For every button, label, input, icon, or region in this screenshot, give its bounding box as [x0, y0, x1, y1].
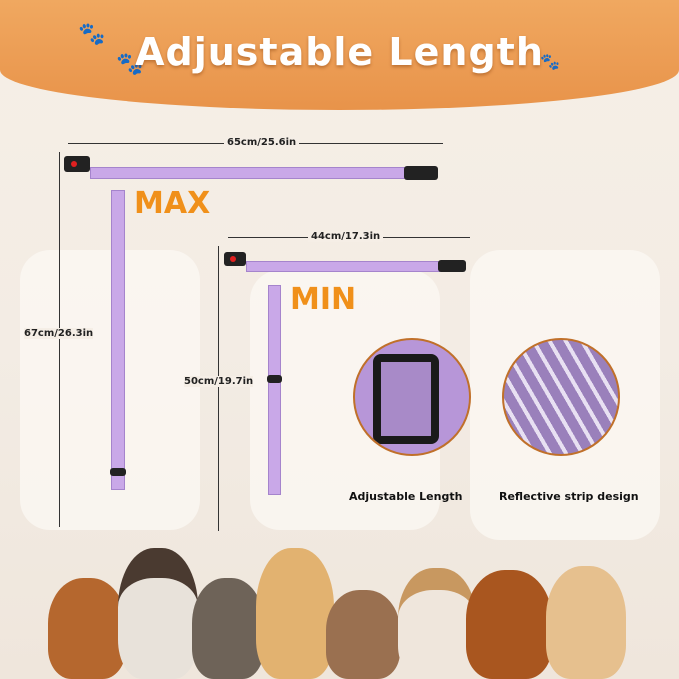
min-height-line: [218, 246, 219, 531]
max-label: MAX: [134, 186, 211, 221]
max-horizontal-strap: [90, 167, 410, 179]
dog-spitz: [546, 566, 626, 679]
dog-merle: [192, 578, 264, 679]
feature-caption: Adjustable Length: [349, 490, 463, 503]
buckle-closeup: [373, 354, 439, 444]
paw-icon: 🐾: [116, 52, 144, 77]
paw-icon: 🐾: [540, 52, 560, 71]
title-banner: [0, 0, 679, 110]
release-button: [71, 161, 77, 167]
feature-caption: Reflective strip design: [499, 490, 639, 503]
min-horizontal-strap: [246, 261, 442, 272]
max-vertical-strap: [111, 190, 125, 490]
dog-bulldog: [398, 568, 476, 679]
car-seat-left: [20, 250, 200, 530]
dog-puppy: [48, 578, 126, 679]
min-height-label: 50cm/19.7in: [184, 376, 254, 387]
adjuster: [110, 468, 126, 476]
max-height-line: [59, 152, 60, 527]
min-label: MIN: [290, 282, 357, 317]
dog-cavalier: [466, 570, 552, 679]
dog-shihtzu: [326, 590, 400, 679]
adjuster: [267, 375, 282, 383]
adjustable-length-closeup: [353, 338, 471, 456]
dog-golden: [256, 548, 334, 679]
reflective-strip-closeup: [502, 338, 620, 456]
buckle: [64, 156, 90, 172]
paw-icon: 🐾: [78, 22, 106, 47]
dog-akita: [118, 548, 198, 679]
min-width-label: 44cm/17.3in: [308, 231, 384, 242]
buckle: [438, 260, 466, 272]
max-height-label: 67cm/26.3in: [24, 328, 94, 339]
min-vertical-strap: [268, 285, 281, 495]
max-width-label: 65cm/25.6in: [224, 137, 300, 148]
page-title: Adjustable Length: [135, 30, 544, 74]
buckle: [404, 166, 438, 180]
release-button: [230, 256, 236, 262]
